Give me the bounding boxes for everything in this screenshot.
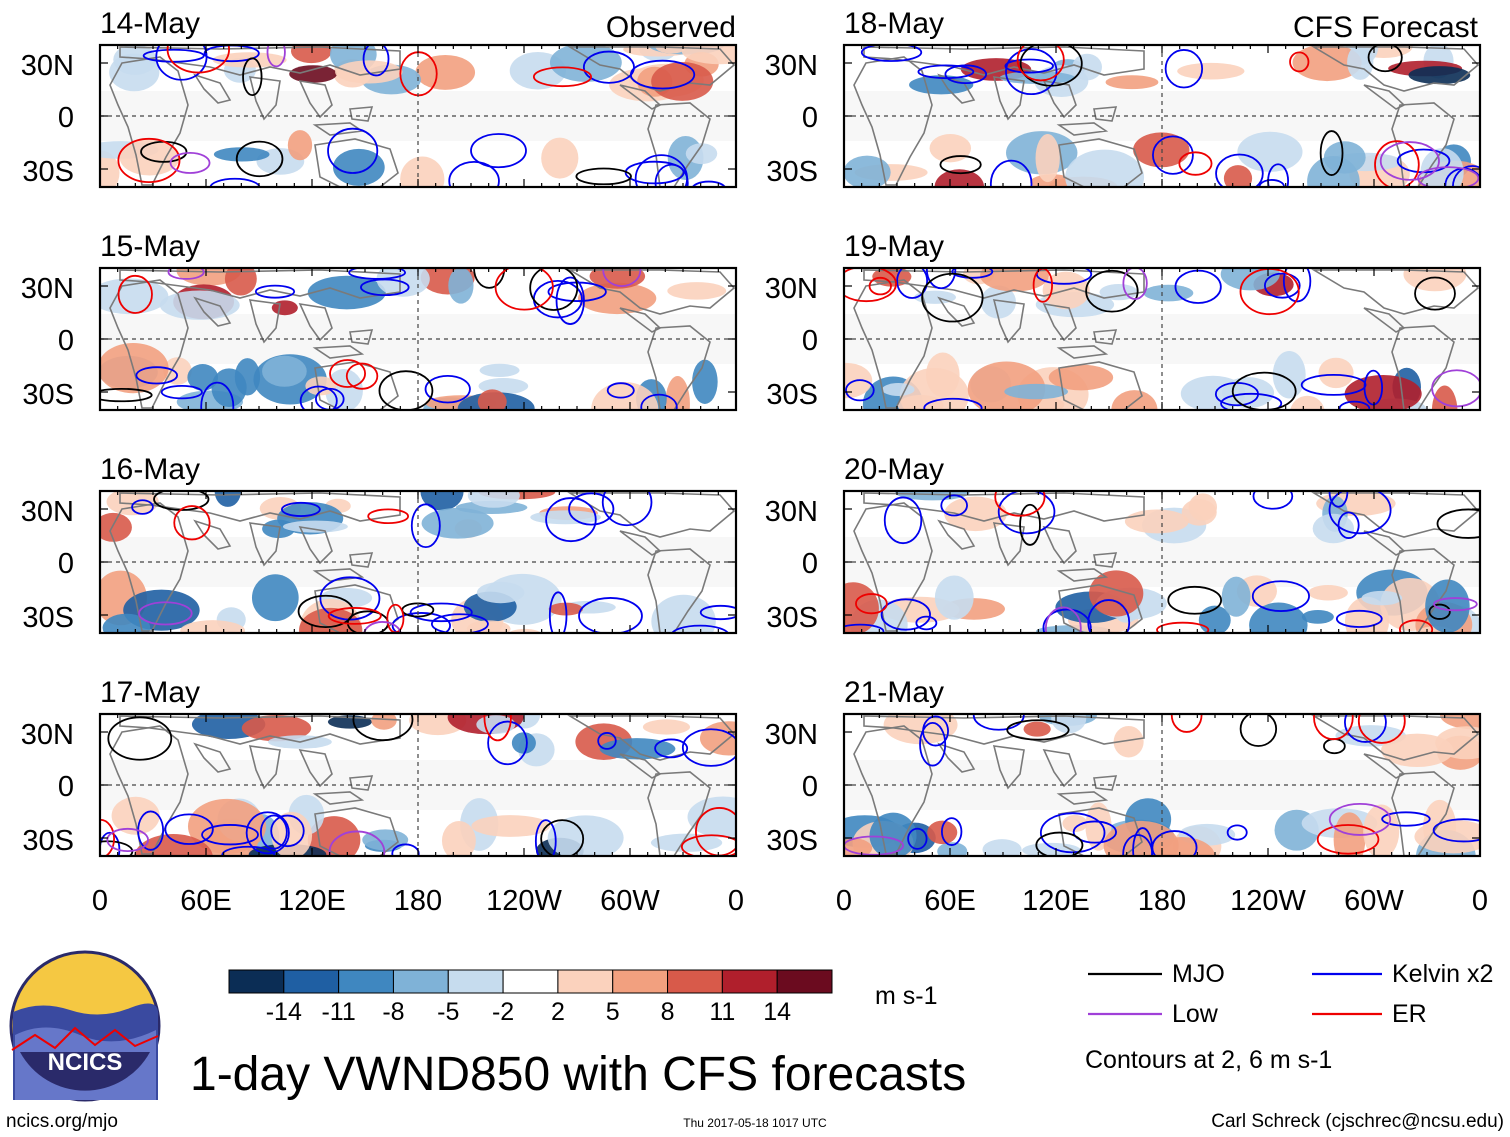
colorbar-swatch: [447, 969, 504, 994]
lon-tick-label: 120W: [486, 885, 562, 917]
colorbar-swatch: [392, 969, 449, 994]
lon-tick-label: 60W: [600, 885, 660, 917]
colorbar-tick-label: 5: [606, 998, 620, 1026]
lat-tick-label: 0: [58, 102, 74, 134]
lat-tick-label: 0: [802, 548, 818, 580]
map-panel-17-May: [98, 712, 738, 858]
lon-tick-label: 0: [1472, 885, 1488, 917]
lon-tick-label: 180: [1138, 885, 1186, 917]
map-panel-14-May: [98, 43, 738, 189]
map-panel-15-May: [98, 266, 738, 412]
figure-title: 1-day VWND850 with CFS forecasts: [190, 1048, 966, 1101]
lon-tick-label: 0: [92, 885, 108, 917]
observed-label: Observed: [606, 11, 736, 44]
lat-tick-label: 30S: [22, 825, 74, 857]
colorbar-swatch: [667, 969, 723, 994]
lat-tick-label: 30N: [765, 496, 818, 528]
colorbar-units: m s-1: [875, 982, 938, 1010]
lat-tick-label: 0: [802, 102, 818, 134]
legend-label: ER: [1392, 1000, 1427, 1028]
lat-tick-label: 30N: [21, 719, 74, 751]
colorbar-tick-label: 8: [661, 998, 675, 1026]
legend-label: MJO: [1172, 960, 1225, 988]
colorbar-swatch: [776, 969, 833, 994]
map-panel-21-May: [842, 712, 1482, 858]
colorbar-tick-label: 11: [709, 998, 735, 1026]
lon-tick-label: 120W: [1230, 885, 1306, 917]
lat-tick-label: 30N: [765, 50, 818, 82]
map-panel-20-May: [842, 489, 1482, 635]
colorbar-tick-label: -8: [382, 998, 404, 1026]
colorbar-swatch: [502, 969, 559, 994]
lat-tick-label: 30S: [766, 156, 818, 188]
forecast-label: CFS Forecast: [1293, 11, 1479, 44]
lat-tick-label: 30N: [21, 496, 74, 528]
footer-timestamp: Thu 2017-05-18 1017 UTC: [683, 1116, 827, 1130]
legend-note: Contours at 2, 6 m s-1: [1085, 1046, 1332, 1074]
lon-tick-label: 120E: [1022, 885, 1090, 917]
colorbar-swatch: [612, 969, 669, 994]
lat-tick-label: 30S: [766, 379, 818, 411]
colorbar-tick-label: -2: [492, 998, 514, 1026]
colorbar-swatch: [557, 969, 614, 994]
lon-tick-label: 0: [728, 885, 744, 917]
map-panel-19-May: [842, 266, 1482, 412]
footer-author: Carl Schreck (cjschrec@ncsu.edu): [1211, 1111, 1504, 1132]
colorbar-tick-label: -14: [266, 998, 302, 1026]
colorbar-tick-label: -11: [321, 998, 355, 1026]
panel-date-label: 21-May: [844, 676, 944, 709]
legend-label: Kelvin x2: [1392, 960, 1493, 988]
lat-tick-label: 0: [58, 325, 74, 357]
lat-tick-label: 30S: [766, 602, 818, 634]
panel-date-label: 18-May: [844, 7, 944, 40]
colorbar-swatch: [721, 969, 778, 994]
lat-tick-label: 30N: [21, 273, 74, 305]
map-panel-16-May: [98, 489, 738, 635]
lat-tick-label: 0: [58, 771, 74, 803]
logo-base-icon: [20, 1052, 150, 1091]
lon-tick-label: 120E: [278, 885, 346, 917]
footer-url[interactable]: ncics.org/mjo: [6, 1111, 118, 1132]
map-panel-18-May: [842, 43, 1482, 189]
lat-tick-label: 30S: [22, 379, 74, 411]
lat-tick-label: 30S: [22, 156, 74, 188]
lat-tick-label: 30N: [21, 50, 74, 82]
lon-tick-label: 60E: [180, 885, 232, 917]
colorbar: -14 -11 -8 -5 -2 2 5 8 11 14 m s-1: [228, 969, 938, 1026]
lat-tick-label: 30N: [765, 719, 818, 751]
lat-tick-label: 0: [58, 548, 74, 580]
colorbar-swatch: [228, 969, 285, 994]
lon-tick-label: 60W: [1344, 885, 1404, 917]
lat-tick-label: 0: [802, 325, 818, 357]
colorbar-swatch: [338, 969, 394, 994]
legend-label: Low: [1172, 1000, 1219, 1028]
colorbar-tick-label: 14: [763, 998, 791, 1026]
logo-text: NCICS: [48, 1049, 123, 1076]
logo-wave-icon: [11, 1026, 159, 1051]
lat-tick-label: 0: [802, 771, 818, 803]
lat-tick-label: 30N: [765, 273, 818, 305]
lon-tick-label: 180: [394, 885, 442, 917]
colorbar-tick-label: 2: [551, 998, 565, 1026]
map-panels: 14-May 30N 0 30S 15-May 30N 0 30S 16-May 30N 0 30S 1…: [21, 7, 1482, 858]
lat-tick-label: 30S: [766, 825, 818, 857]
lon-axes: 0 60E 120E 180 120W 60W 0 0 60E 120E 180 120W 60W 0: [92, 885, 1488, 917]
lat-tick-label: 30S: [22, 602, 74, 634]
panel-date-label: 19-May: [844, 230, 944, 263]
lon-tick-label: 60E: [924, 885, 976, 917]
panel-date-label: 16-May: [100, 453, 200, 486]
contour-legend: MJO Kelvin x2 Low ER Contours at 2, 6 m s-1: [1085, 960, 1493, 1074]
lon-tick-label: 0: [836, 885, 852, 917]
panel-date-label: 20-May: [844, 453, 944, 486]
ncics-logo[interactable]: NCICS: [9, 950, 161, 1102]
colorbar-swatch: [283, 969, 340, 994]
colorbar-tick-label: -5: [437, 998, 459, 1026]
panel-date-label: 14-May: [100, 7, 200, 40]
panel-date-label: 15-May: [100, 230, 200, 263]
panel-date-label: 17-May: [100, 676, 200, 709]
